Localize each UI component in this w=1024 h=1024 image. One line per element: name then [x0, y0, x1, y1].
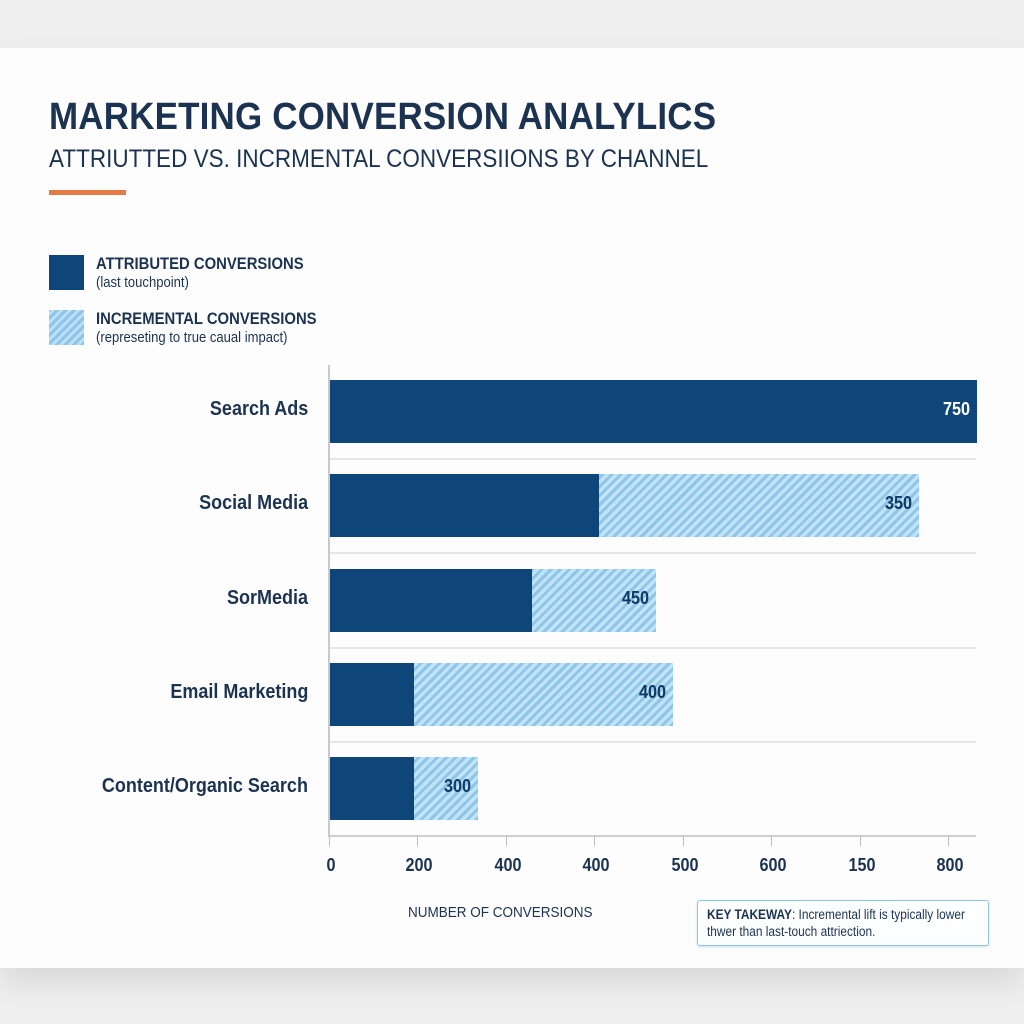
x-tick-label: 400	[494, 855, 522, 875]
bar-attributed	[330, 662, 414, 726]
row-separator	[330, 646, 976, 649]
legend-note: (represeting to true caual impact)	[96, 330, 288, 346]
bar-incremental	[413, 662, 674, 726]
chart-subtitle: ATTRIUTTED VS. INCRMENTAL CONVERSIIONS B…	[49, 145, 709, 173]
x-tick	[417, 836, 419, 846]
row-separator	[330, 458, 976, 460]
data-label: 350	[885, 493, 913, 514]
category-label: SorMedia	[226, 586, 308, 609]
x-tick	[771, 836, 773, 846]
key-takeaway-text: KEY TAKEWAY: Incremental lift is typical…	[707, 906, 980, 940]
row-separator	[330, 552, 976, 555]
x-tick	[948, 836, 949, 846]
chart-title: MARKETING CONVERSION ANALYLICS	[49, 96, 717, 138]
key-takeaway-box: KEY TAKEWAY: Incremental lift is typical…	[697, 900, 989, 946]
legend-note: (last touchpoint)	[96, 275, 189, 291]
y-axis-line	[328, 365, 330, 837]
x-tick	[329, 836, 330, 846]
x-tick-label: 0	[326, 855, 336, 875]
bar-incremental	[531, 568, 657, 632]
x-tick	[594, 836, 596, 846]
x-tick-label: 600	[759, 855, 787, 875]
x-tick-label: 500	[671, 855, 699, 875]
bar-incremental	[599, 474, 920, 538]
data-label: 400	[639, 681, 667, 702]
key-takeaway-body: : Incremental lift is typically lower th…	[707, 907, 965, 939]
legend-swatch-incremental	[49, 310, 84, 345]
x-tick-label: 200	[405, 855, 433, 875]
legend-swatch-attributed	[49, 255, 84, 290]
data-label: 300	[444, 776, 472, 796]
accent-rule	[49, 190, 126, 195]
x-tick-label: 800	[936, 855, 964, 875]
data-label: 450	[622, 587, 650, 608]
bar-incremental	[413, 757, 479, 820]
data-label: 750	[942, 399, 970, 419]
category-label: Search Ads	[209, 398, 308, 420]
x-tick	[682, 836, 684, 846]
bar-attributed	[330, 474, 600, 538]
bar-attributed	[330, 380, 977, 443]
x-tick-label: 150	[848, 855, 876, 875]
category-label: Email Marketing	[169, 680, 308, 703]
category-label: Social Media	[198, 492, 308, 515]
x-axis-line	[329, 835, 976, 837]
bar-attributed	[330, 757, 414, 820]
x-axis-title: NUMBER OF CONVERSIONS	[408, 904, 593, 921]
bar-attributed	[330, 568, 532, 632]
key-takeaway-label: KEY TAKEWAY	[707, 907, 792, 922]
legend-title: INCREMENTAL CONVERSIONS	[96, 310, 317, 328]
category-label: Content/Organic Search	[101, 775, 308, 797]
x-tick-label: 400	[582, 855, 610, 875]
row-separator	[330, 740, 976, 743]
legend-title: ATTRIBUTED CONVERSIONS	[96, 255, 304, 273]
x-tick	[505, 836, 507, 846]
x-tick	[859, 836, 861, 846]
